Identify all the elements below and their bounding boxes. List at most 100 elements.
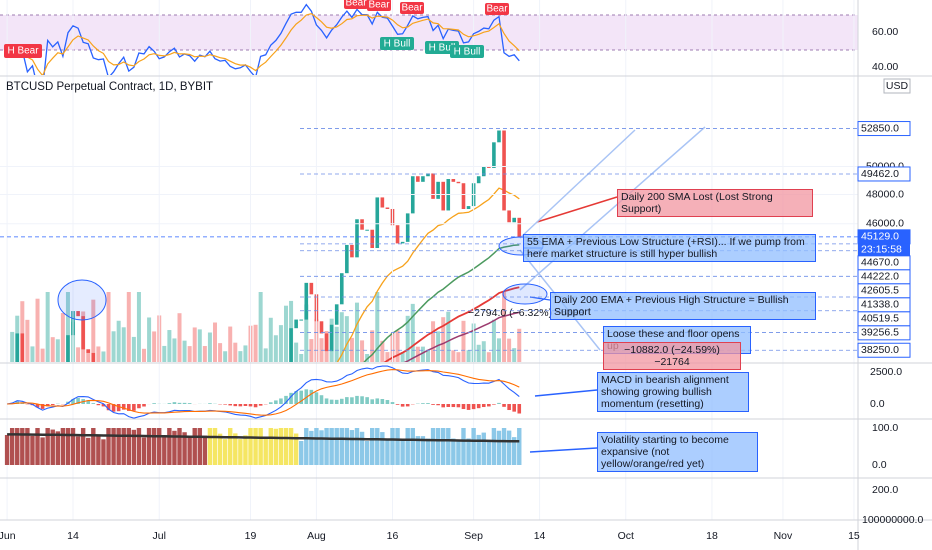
macd-hist <box>461 404 466 410</box>
volatility-bar <box>202 435 208 465</box>
macd-hist <box>456 404 461 408</box>
volume-bar <box>461 320 466 362</box>
arrow <box>536 196 618 223</box>
volume-bar <box>86 349 91 362</box>
x-tick-label: 16 <box>387 530 399 542</box>
price-tag-box <box>857 325 911 341</box>
volume-tick-label: 200.0 <box>872 484 898 496</box>
volume-bar <box>512 348 517 362</box>
volatility-bar <box>319 430 324 465</box>
macd-hist <box>487 404 491 407</box>
volatility-bar <box>101 439 106 465</box>
macd-hist <box>365 397 369 404</box>
signal: Bear <box>486 4 508 15</box>
volume-bar <box>197 329 202 362</box>
candle-body <box>517 217 522 238</box>
volume-bar <box>192 327 197 362</box>
macd-hist <box>248 404 253 407</box>
volume-bar <box>415 346 420 362</box>
volume-bar <box>202 346 207 362</box>
volatility-bar <box>344 428 350 465</box>
volume-bar <box>441 317 446 362</box>
macd-hist <box>253 404 258 408</box>
volatility-bar <box>106 428 111 465</box>
volatility-tick-label: 100.0 <box>872 422 898 434</box>
ema-55 <box>363 244 520 362</box>
macd-hist <box>426 403 430 404</box>
macd-hist <box>182 402 187 404</box>
volatility-bar <box>167 428 172 465</box>
candle-body <box>81 316 85 350</box>
volume-bar <box>436 331 441 362</box>
volatility-bar <box>420 436 426 465</box>
macd-hist <box>309 389 314 404</box>
volatility-bar <box>25 428 30 465</box>
volume-bar <box>10 331 15 362</box>
macd-hist <box>431 404 435 405</box>
volume-bar <box>131 336 136 362</box>
volume-bar <box>451 350 456 362</box>
candle-body <box>51 366 55 379</box>
volatility-bar <box>314 428 319 465</box>
volatility-bar <box>217 433 223 465</box>
macd-hist <box>385 400 390 404</box>
volatility-bar <box>121 428 126 465</box>
volatility-bar <box>304 428 309 465</box>
volume-bar <box>96 346 101 362</box>
candle-body <box>360 219 364 230</box>
price-tag: 44670.0 <box>861 257 899 269</box>
candle-body <box>76 311 80 317</box>
measure: −10882.0 (−24.59%) −21764 <box>603 342 741 370</box>
price-tag: 41338.0 <box>861 299 899 311</box>
macd-hist <box>497 402 501 404</box>
annotation: Volatility starting to become expansive … <box>597 432 758 472</box>
volume-bar <box>106 292 111 362</box>
macd-hist <box>517 404 522 414</box>
candle-body <box>466 206 471 209</box>
volatility-bar <box>456 439 461 465</box>
volume-tick-label: 100000000.0 <box>862 514 923 526</box>
volatility-bar <box>40 437 45 465</box>
macd-hist <box>299 390 304 404</box>
volatility-bar <box>380 432 385 465</box>
macd-hist <box>289 392 293 404</box>
x-tick-label: Nov <box>774 530 793 542</box>
macd-hist <box>436 404 440 406</box>
x-tick-label: 14 <box>534 530 546 542</box>
volatility-bar <box>146 428 152 465</box>
ema-21 <box>336 187 520 362</box>
volatility-bar <box>395 428 400 465</box>
volatility-bar <box>258 428 263 465</box>
x-tick-label: Jul <box>153 530 166 542</box>
macd-hist <box>142 404 146 407</box>
y-tick-label: 46000.0 <box>866 218 904 230</box>
volume-bar <box>238 351 243 362</box>
volatility-bar <box>410 428 415 465</box>
volume-bar <box>304 304 309 362</box>
macd-hist <box>45 404 50 407</box>
rsi-line <box>7 3 520 75</box>
rsi-pane <box>7 3 520 75</box>
price-tag: 45129.0 <box>861 231 899 243</box>
volume-bar <box>491 319 496 362</box>
volume-bar <box>25 319 30 362</box>
candle-body <box>299 319 304 321</box>
volatility-bar <box>476 434 481 465</box>
macd-hist <box>177 402 182 404</box>
volume-bar <box>218 343 223 362</box>
price-tag: 52850.0 <box>861 122 899 134</box>
volume-bar <box>101 351 106 362</box>
volatility-bar <box>435 428 441 465</box>
annotation: MACD in bearish alignment showing growin… <box>597 372 749 412</box>
volatility-bar <box>278 428 284 465</box>
macd-hist <box>40 404 45 409</box>
chart-title: BTCUSD Perpetual Contract, 1D, BYBIT <box>6 81 213 93</box>
candle-body <box>481 166 486 177</box>
candle-body <box>334 304 339 325</box>
candle-body <box>436 181 440 199</box>
macd-hist <box>324 398 329 404</box>
signal-box <box>380 37 414 50</box>
highlight <box>57 279 107 321</box>
macd-hist <box>121 404 126 410</box>
macd-hist <box>421 403 425 404</box>
